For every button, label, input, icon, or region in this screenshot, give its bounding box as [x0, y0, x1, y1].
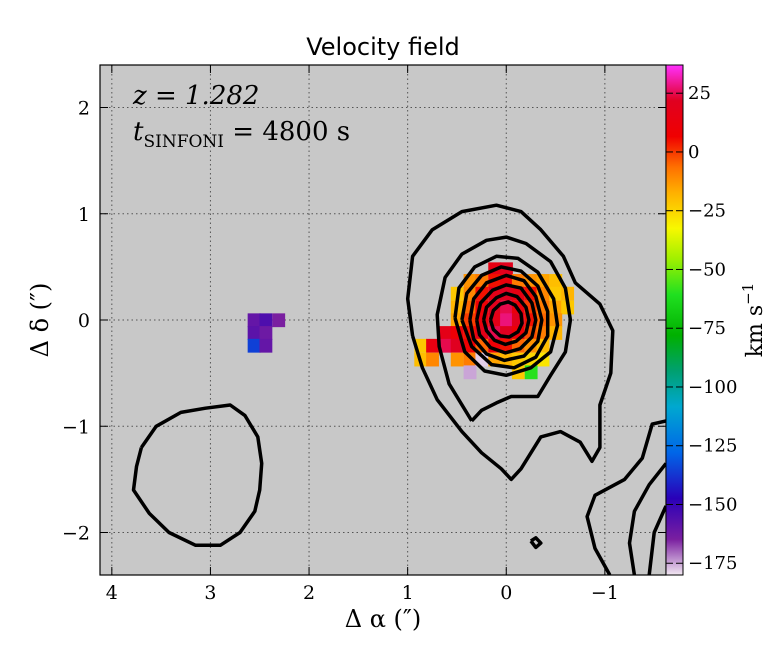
x-tick-label: 2 — [303, 582, 315, 604]
colorbar-tick-label: −100 — [688, 377, 737, 398]
exposure-value: = 4800 s — [224, 117, 350, 147]
colorbar — [665, 64, 684, 576]
colorbar-ticks — [666, 92, 683, 564]
contour-line — [474, 283, 538, 355]
x-tick-labels: 4 3 2 1 0 −1 — [106, 582, 619, 604]
colorbar-label-exponent: −1 — [739, 283, 757, 305]
velocity-pixel — [500, 313, 513, 328]
colorbar-tick-label: −75 — [688, 318, 726, 339]
y-tick-label: 0 — [78, 310, 90, 332]
contour-line — [460, 265, 550, 370]
axis-ticks — [100, 65, 666, 575]
contour-line — [131, 403, 264, 548]
y-tick-label: −1 — [62, 416, 90, 438]
velocity-pixel — [259, 338, 273, 353]
y-tick-label: 1 — [78, 204, 90, 226]
colorbar-label: km s−1 — [739, 283, 768, 358]
velocity-pixel — [247, 338, 261, 353]
x-tick-label: 3 — [204, 582, 216, 604]
contour-line — [529, 536, 543, 550]
x-tick-label: −1 — [591, 582, 619, 604]
x-tick-label: 1 — [402, 582, 414, 604]
colorbar-tick-labels: 25 0 −25 −50 −75 −100 −125 −150 −175 — [688, 83, 737, 574]
exposure-subscript: SINFONI — [143, 132, 224, 152]
contour-line — [435, 235, 573, 423]
contour-line — [405, 203, 615, 482]
exposure-annotation: tSINFONI = 4800 s — [133, 117, 350, 152]
contour-line — [627, 462, 666, 575]
colorbar-tick-label: −25 — [688, 201, 726, 222]
contour-line — [585, 419, 666, 575]
velocity-pixel — [272, 313, 286, 328]
colorbar-tick-label: −125 — [688, 436, 737, 457]
flux-contours — [131, 203, 666, 575]
y-tick-label: −2 — [62, 523, 90, 545]
colorbar-label-text: km s — [743, 305, 768, 357]
velocity-pixel — [259, 313, 273, 328]
contour-line — [468, 273, 544, 363]
contour-line — [481, 291, 531, 347]
x-axis-label: Δ α (″) — [345, 605, 422, 633]
y-axis-label: Δ δ (″) — [26, 283, 54, 358]
x-tick-label: 0 — [500, 582, 512, 604]
colorbar-tick-label: −50 — [688, 259, 726, 280]
colorbar-tick-label: −150 — [688, 494, 737, 515]
contour-line — [453, 254, 560, 378]
velocity-pixel — [426, 352, 439, 367]
redshift-annotation: z = 1.282 — [132, 81, 259, 111]
velocity-pixel — [450, 352, 464, 367]
velocity-pixel — [426, 338, 439, 353]
velocity-pixel — [259, 326, 273, 340]
velocity-pixel — [438, 326, 452, 340]
exposure-symbol: t — [133, 117, 144, 147]
x-tick-label: 4 — [106, 582, 118, 604]
velocity-pixel — [247, 326, 261, 340]
colorbar-tick-label: 25 — [688, 83, 711, 104]
y-tick-label: 2 — [78, 98, 90, 120]
y-tick-labels: 2 1 0 −1 −2 — [62, 98, 90, 545]
contour-line — [647, 505, 666, 575]
velocity-pixel — [438, 338, 452, 353]
colorbar-tick-label: 0 — [688, 142, 699, 163]
contour-line — [488, 300, 524, 339]
velocity-pixel — [247, 313, 261, 328]
velocity-pixel — [463, 365, 477, 380]
chart-title: Velocity field — [306, 33, 460, 61]
colorbar-tick-label: −175 — [688, 553, 737, 574]
